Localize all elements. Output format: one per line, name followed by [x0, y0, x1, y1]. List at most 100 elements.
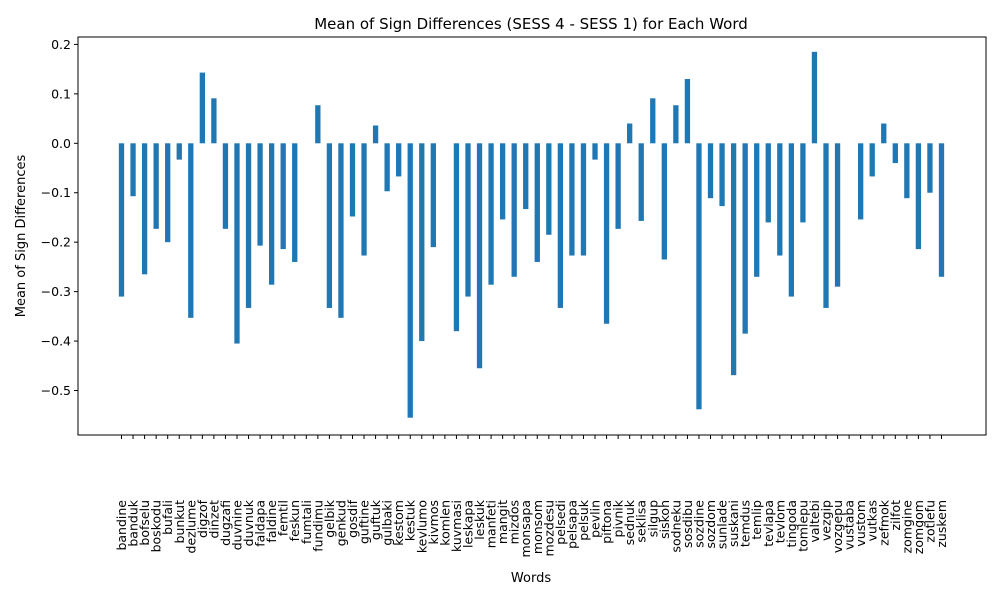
- bar-faldine: [268, 143, 275, 285]
- bar-tevlapa: [765, 143, 771, 223]
- x-tick-label: digzof: [195, 499, 210, 538]
- x-tick-label: manfeti: [484, 500, 499, 548]
- x-tick-label: komlen: [437, 500, 452, 546]
- x-tick-label: zilfot: [888, 500, 903, 531]
- x-tick-label: boskodu: [149, 500, 164, 552]
- bar-bofselu: [141, 143, 148, 275]
- y-tick-label: −0.4: [41, 334, 71, 349]
- bar-silgup: [650, 98, 656, 144]
- x-tick-label: guftuk: [368, 499, 383, 540]
- x-tick-label: mozdesu: [541, 500, 556, 556]
- x-tick-label: bandine: [114, 500, 129, 551]
- x-tick-label: vustaba: [842, 500, 857, 550]
- x-tick-label: mizdos: [507, 500, 522, 544]
- x-tick-label: vozgepu: [830, 500, 845, 553]
- bar-mizdos: [511, 143, 517, 277]
- x-tick-label: zomgom: [911, 500, 926, 554]
- bar-temlip: [754, 143, 760, 277]
- bar-kestom: [396, 143, 402, 177]
- x-tick-label: bofselu: [137, 500, 152, 546]
- x-tick-label: sunlade: [715, 500, 730, 549]
- bar-femtil: [280, 143, 286, 250]
- bar-pelsedi: [557, 143, 564, 308]
- x-tick-label: gulbaki: [380, 500, 395, 546]
- x-tick-label: gosdif: [345, 499, 360, 538]
- bar-vustom: [858, 143, 864, 220]
- bar-bunkut: [176, 143, 182, 160]
- y-tick-label: 0.2: [51, 37, 71, 52]
- y-tick-label: −0.5: [41, 383, 71, 398]
- x-tick-label: guftine: [357, 500, 372, 544]
- bar-monsapa: [523, 143, 529, 210]
- bar-monsom: [534, 143, 540, 262]
- bar-mangit: [499, 143, 506, 220]
- bar-sozdom: [707, 143, 714, 199]
- y-tick-label: 0.1: [51, 86, 71, 101]
- x-tick-label: genkud: [333, 500, 348, 546]
- bar-sozdine: [696, 143, 702, 410]
- bar-pelsuk: [580, 143, 587, 256]
- x-tick-label: zotlefu: [922, 500, 937, 543]
- x-tick-label: pivnik: [611, 499, 626, 537]
- x-tick-label: valtebi: [807, 500, 822, 543]
- x-tick-label: dinzet: [206, 500, 221, 539]
- bar-vozgepu: [834, 143, 841, 287]
- bar-pelsapa: [569, 143, 575, 256]
- x-axis-label: Words: [511, 571, 551, 586]
- x-tick-label: seklisa: [634, 500, 649, 543]
- bar-guftuk: [372, 125, 379, 144]
- y-tick-label: −0.1: [41, 185, 71, 200]
- x-tick-label: banduk: [126, 499, 141, 546]
- x-tick-label: leskapa: [460, 500, 475, 548]
- bar-dinzet: [211, 98, 217, 144]
- y-tick-label: −0.2: [41, 235, 71, 250]
- bar-kivmos: [430, 143, 436, 248]
- x-tick-label: monsapa: [518, 500, 533, 558]
- x-axis: bandinebandukbofseluboskodubufalibunkutd…: [114, 435, 949, 558]
- bar-tingoda: [788, 143, 795, 297]
- x-tick-label: duvnuk: [241, 499, 256, 546]
- x-tick-label: suskani: [726, 500, 741, 547]
- bar-kevlumo: [419, 143, 425, 342]
- x-tick-label: kestom: [391, 500, 406, 546]
- x-tick-label: sozdom: [703, 500, 718, 548]
- bars-layer: [118, 51, 945, 418]
- plot-area-frame: [77, 36, 987, 436]
- bar-faldapa: [257, 143, 263, 246]
- y-tick-label: 0.0: [51, 136, 71, 151]
- x-tick-label: pelsuk: [576, 499, 591, 541]
- bar-zefmok: [881, 123, 887, 144]
- bar-pivnik: [615, 143, 621, 229]
- bar-zuskem: [938, 143, 945, 277]
- bar-tevlom: [777, 143, 783, 256]
- x-tick-label: pelsapa: [564, 500, 579, 549]
- x-tick-label: zomgine: [899, 500, 914, 554]
- bar-digzof: [199, 72, 205, 144]
- bar-genkud: [338, 143, 344, 318]
- x-tick-label: fundimu: [310, 500, 325, 552]
- bar-leskapa: [465, 143, 471, 297]
- x-tick-label: mangit: [495, 500, 510, 544]
- bar-tomlepu: [800, 143, 806, 223]
- x-tick-label: tevlom: [772, 500, 787, 543]
- bar-gelbik: [326, 143, 333, 308]
- x-tick-label: faldapa: [253, 500, 268, 547]
- bar-seklisa: [638, 143, 644, 221]
- chart-title: Mean of Sign Differences (SESS 4 - SESS …: [314, 15, 748, 33]
- bar-mozdesu: [546, 143, 552, 235]
- bar-kuvmasi: [453, 143, 460, 332]
- bar-sosdibu: [684, 79, 691, 144]
- bar-feskun: [292, 143, 298, 262]
- bar-sednuk: [627, 123, 633, 144]
- bar-bufali: [165, 143, 171, 243]
- x-tick-label: kevlumo: [414, 500, 429, 553]
- y-tick-label: −0.3: [41, 284, 71, 299]
- x-tick-label: silgup: [645, 500, 660, 537]
- bar-fundimu: [315, 105, 321, 144]
- x-tick-label: bufali: [160, 500, 175, 535]
- x-tick-label: bunkut: [172, 500, 187, 544]
- x-tick-label: faldine: [264, 500, 279, 543]
- bar-vezgip: [823, 143, 829, 308]
